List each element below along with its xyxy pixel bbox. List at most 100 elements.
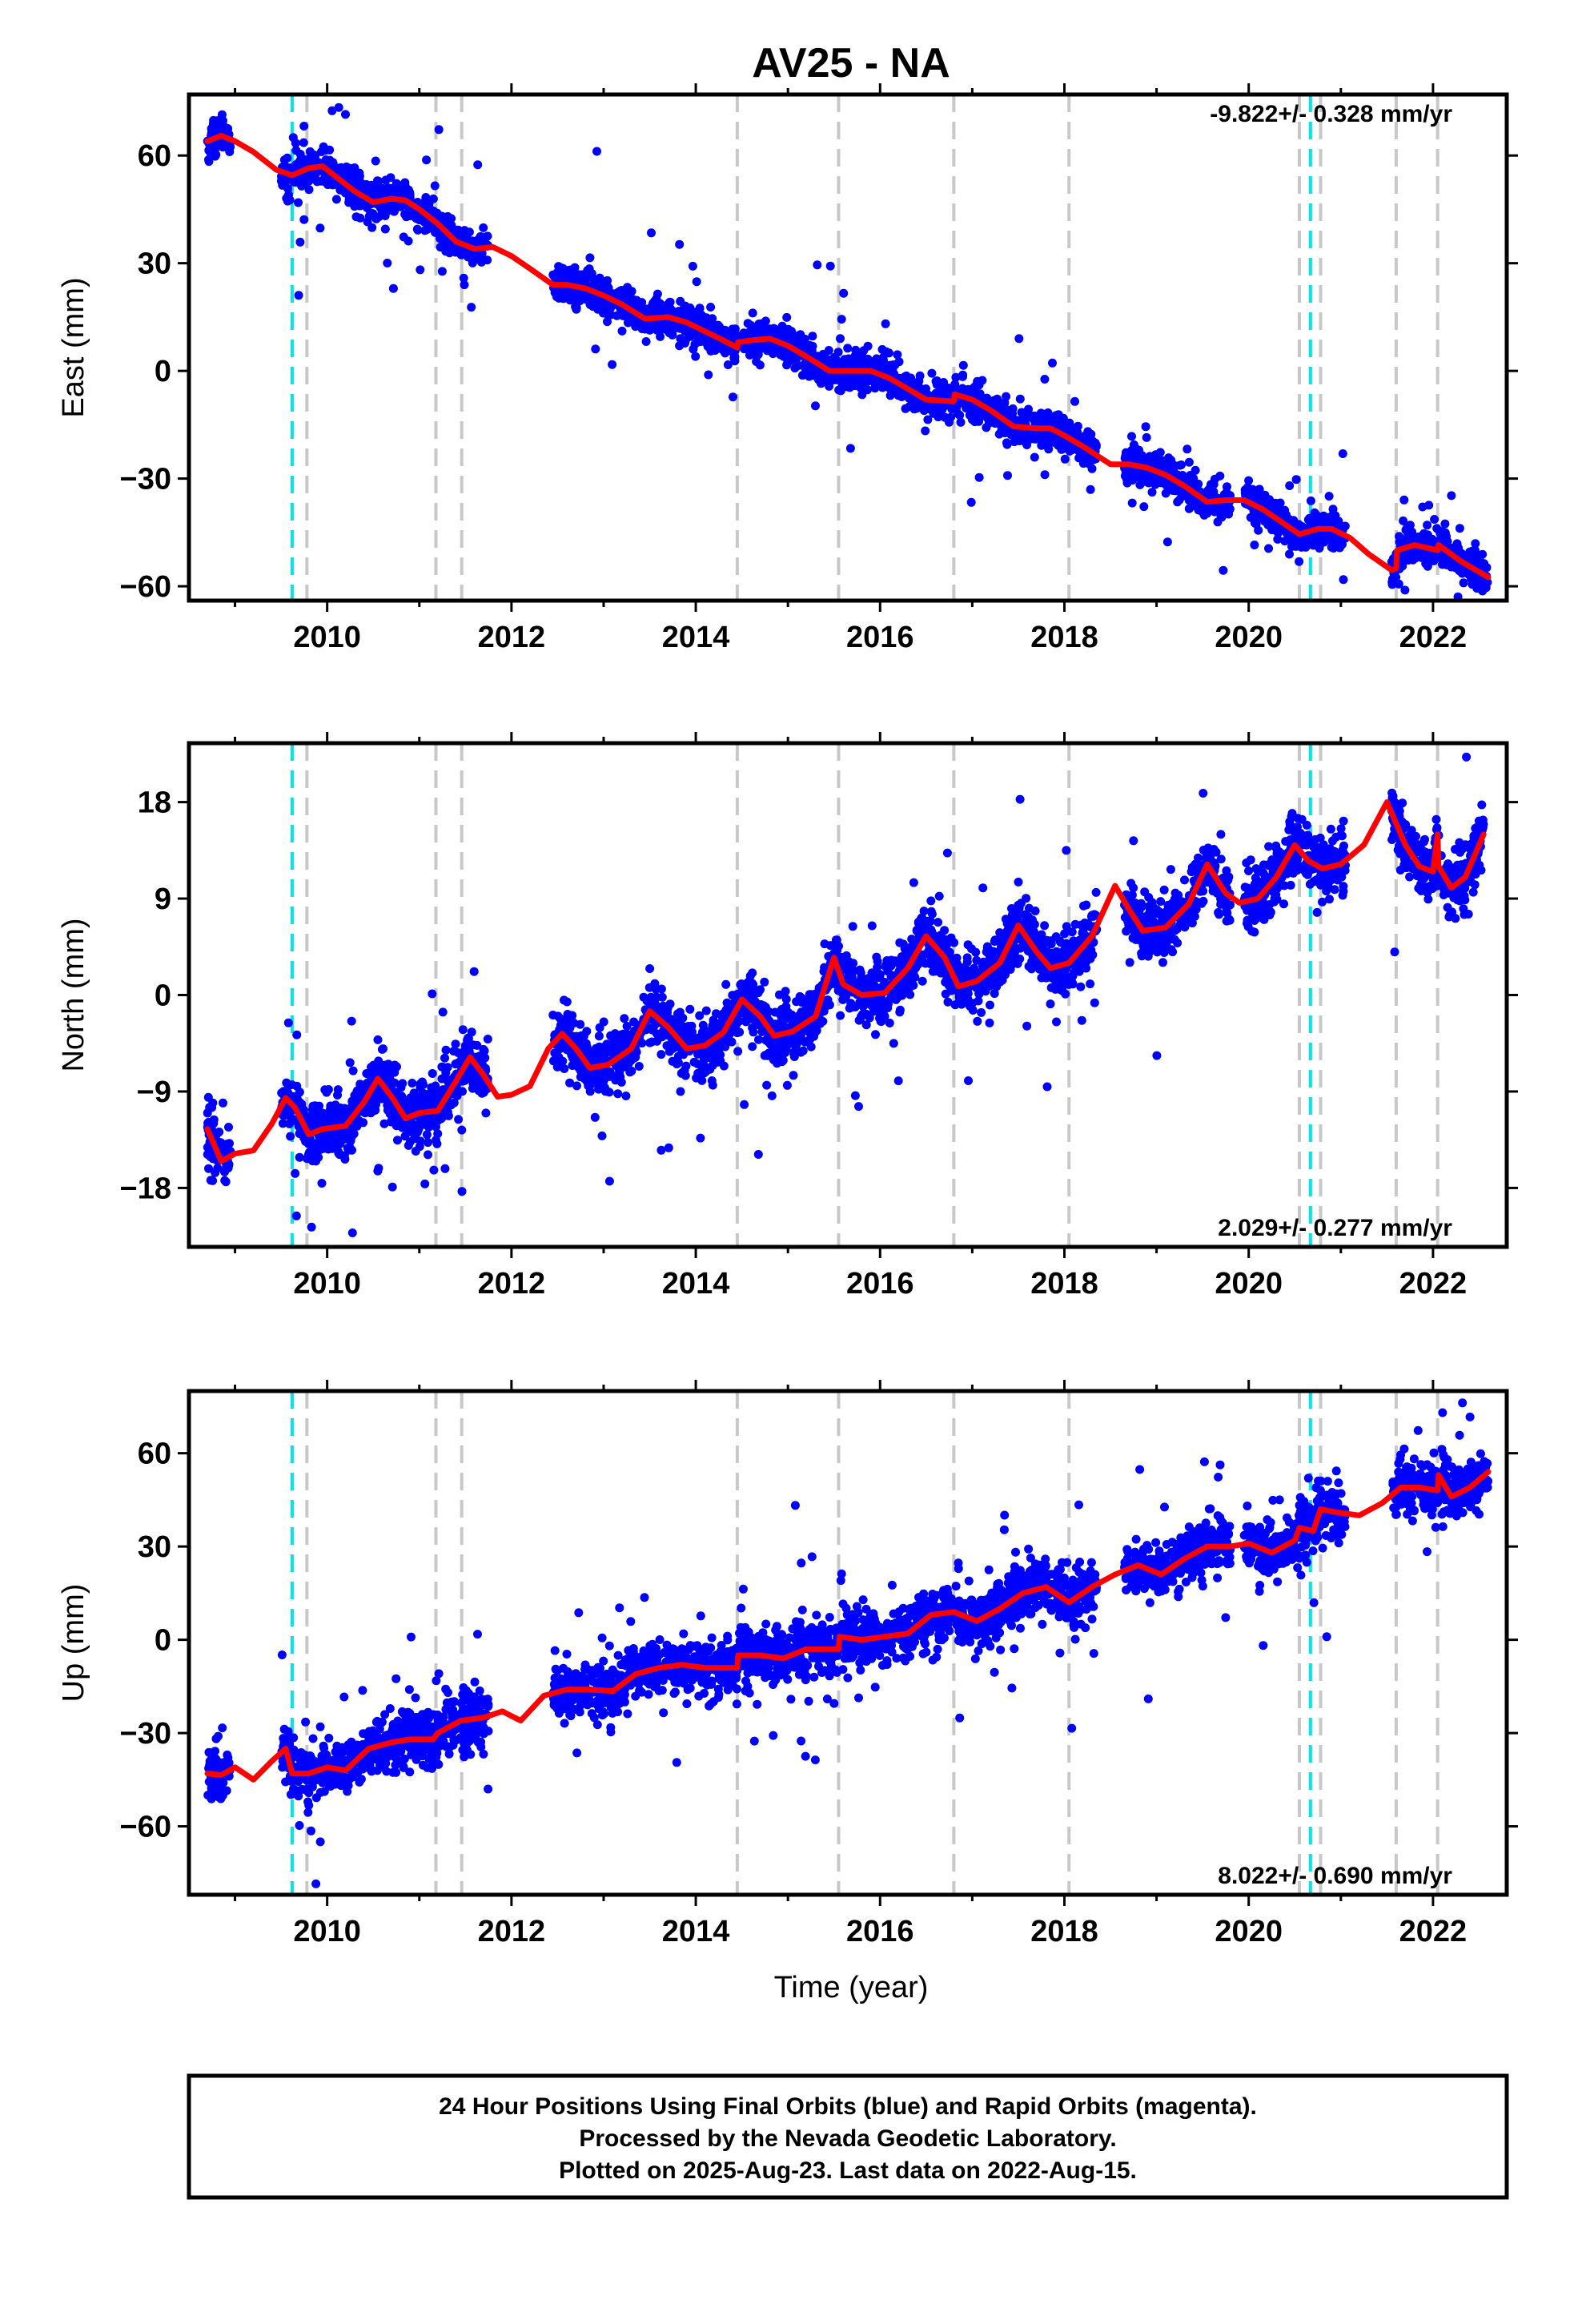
east-data-point bbox=[219, 116, 227, 126]
east-data-point bbox=[645, 320, 655, 329]
east-data-point bbox=[1088, 438, 1098, 448]
east-data-point bbox=[204, 155, 213, 164]
chart-title: AV25 - NA bbox=[752, 40, 950, 86]
east-data-point bbox=[939, 378, 949, 387]
east-data-point bbox=[380, 211, 390, 220]
east-data-point bbox=[1129, 444, 1138, 454]
east-data-point bbox=[348, 174, 357, 183]
east-data-point bbox=[675, 341, 685, 351]
north-data-point bbox=[943, 997, 953, 1007]
east-data-point bbox=[388, 283, 398, 293]
east-data-point bbox=[1405, 521, 1415, 530]
east-data-point bbox=[617, 326, 627, 336]
east-data-point bbox=[620, 288, 630, 297]
east-data-point bbox=[416, 265, 425, 275]
north-data-point bbox=[889, 1039, 898, 1048]
east-data-point bbox=[1166, 460, 1175, 469]
east-data-point bbox=[434, 125, 444, 135]
east-data-point bbox=[603, 275, 612, 285]
east-data-point bbox=[1040, 470, 1050, 480]
east-data-point bbox=[676, 296, 685, 306]
north-data-point bbox=[934, 891, 944, 901]
east-data-point bbox=[1147, 488, 1157, 497]
north-data-point bbox=[867, 921, 877, 931]
east-data-point bbox=[1250, 518, 1259, 528]
east-data-point bbox=[811, 401, 820, 411]
east-data-point bbox=[748, 308, 757, 318]
east-data-point bbox=[480, 234, 490, 243]
east-data-point bbox=[1162, 537, 1172, 547]
east-data-point bbox=[785, 356, 795, 366]
east-data-point bbox=[1423, 559, 1432, 569]
east-data-point bbox=[412, 224, 422, 234]
east-data-point bbox=[459, 273, 468, 283]
east-data-point bbox=[843, 344, 853, 353]
east-data-point bbox=[1479, 561, 1488, 570]
east-data-point bbox=[881, 319, 890, 328]
east-data-point bbox=[1478, 549, 1488, 559]
east-data-point bbox=[1054, 410, 1063, 420]
east-data-point bbox=[1209, 480, 1219, 489]
east-data-point bbox=[341, 110, 350, 119]
north-data-point bbox=[685, 1004, 695, 1014]
east-data-point bbox=[565, 296, 575, 305]
north-data-point bbox=[1279, 899, 1288, 909]
east-data-point bbox=[656, 320, 665, 329]
north-data-point bbox=[789, 1071, 798, 1080]
east-data-point bbox=[299, 83, 308, 92]
east-ytick-label: −60 bbox=[120, 570, 171, 604]
east-ytick-label: −30 bbox=[120, 463, 171, 497]
east-data-point bbox=[1420, 532, 1430, 541]
east-data-point bbox=[1060, 454, 1070, 464]
east-data-point bbox=[934, 412, 943, 422]
east-data-point bbox=[1044, 435, 1054, 444]
north-data-point bbox=[1338, 891, 1347, 900]
north-data-point bbox=[871, 1030, 880, 1039]
east-data-point bbox=[945, 417, 954, 427]
east-data-point bbox=[572, 303, 581, 312]
east-data-point bbox=[453, 225, 463, 235]
east-data-point bbox=[1070, 396, 1079, 406]
east-data-point bbox=[1014, 334, 1024, 344]
east-data-point bbox=[631, 317, 640, 326]
east-data-point bbox=[204, 146, 214, 155]
north-data-point bbox=[469, 967, 479, 976]
east-data-point bbox=[966, 497, 976, 507]
east-data-point bbox=[1315, 519, 1325, 529]
east-data-point bbox=[291, 178, 300, 187]
east-data-point bbox=[1243, 483, 1252, 493]
north-data-point bbox=[1339, 816, 1348, 826]
north-data-point bbox=[986, 1000, 994, 1010]
east-data-point bbox=[973, 412, 982, 422]
east-data-point bbox=[1285, 549, 1294, 559]
east-data-point bbox=[692, 277, 701, 287]
east-data-point bbox=[442, 243, 452, 253]
east-data-point bbox=[479, 223, 488, 232]
north-data-point bbox=[1199, 789, 1208, 798]
east-ytick-label: 0 bbox=[155, 355, 171, 388]
east-data-point bbox=[1468, 546, 1477, 556]
north-data-point bbox=[1216, 830, 1226, 839]
north-data-point bbox=[286, 1132, 295, 1141]
east-data-point bbox=[1440, 519, 1450, 529]
east-data-point bbox=[706, 303, 716, 312]
east-data-point bbox=[554, 262, 564, 271]
east-data-point bbox=[824, 346, 833, 355]
east-data-point bbox=[1255, 485, 1264, 494]
east-data-point bbox=[956, 417, 966, 427]
east-data-point bbox=[1142, 432, 1151, 442]
east-data-point bbox=[805, 340, 814, 350]
east-model-line bbox=[204, 133, 1492, 581]
east-data-point bbox=[371, 214, 381, 223]
east-data-point bbox=[294, 291, 303, 300]
east-data-point bbox=[755, 360, 765, 370]
east-data-point bbox=[328, 158, 338, 167]
north-data-point bbox=[1326, 824, 1335, 834]
east-data-point bbox=[1037, 440, 1046, 450]
east-data-point bbox=[951, 372, 961, 382]
east-data-point bbox=[1036, 432, 1046, 441]
east-data-point bbox=[383, 259, 392, 267]
east-data-point bbox=[1177, 460, 1186, 469]
east-data-point bbox=[837, 315, 846, 324]
east-data-point bbox=[331, 195, 341, 204]
